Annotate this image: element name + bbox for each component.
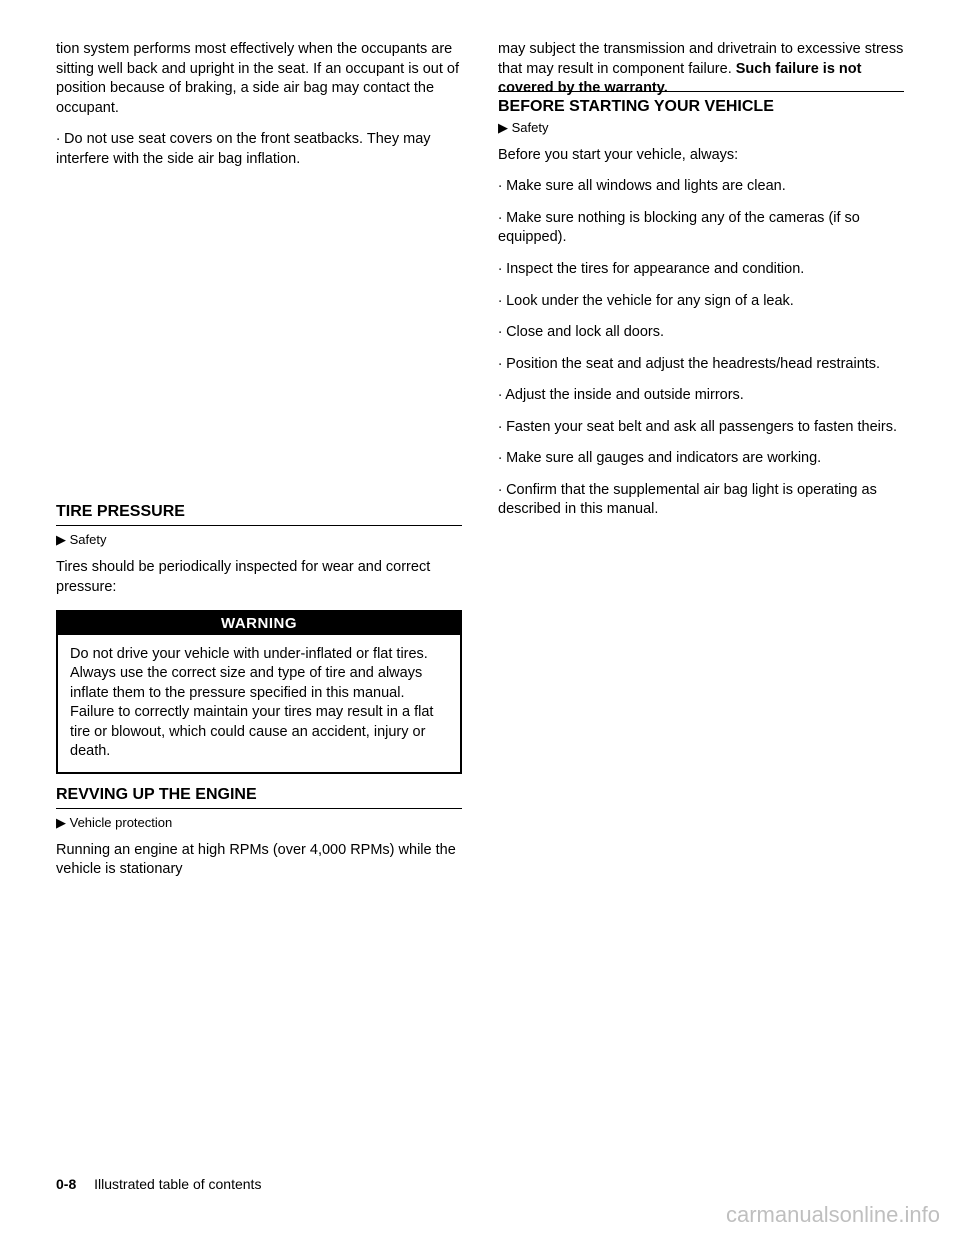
bullet-item: ∙ Close and lock all doors. [498,323,904,343]
para-continuation-1: tion system performs most effectively wh… [56,40,462,118]
watermark: carmanualsonline.info [726,1202,940,1228]
bullet-text: Position the seat and adjust the headres… [506,356,880,372]
bullet-text: Inspect the tires for appearance and con… [506,261,804,277]
bullet-text: Close and lock all doors. [506,324,664,340]
section-rule [56,808,462,809]
footer-section-title: Illustrated table of contents [94,1176,261,1192]
para-tire-intro: Tires should be periodically inspected f… [56,558,462,597]
bullet-text: Look under the vehicle for any sign of a… [506,293,794,309]
bullet-item: ∙ Adjust the inside and outside mirrors. [498,386,904,406]
bullet-item: ∙ Make sure nothing is blocking any of t… [498,209,904,248]
subheading-safety-1: ▶ Safety [56,532,462,548]
section-before-starting: BEFORE STARTING YOUR VEHICLE ▶ Safety Be… [498,111,904,532]
section-revving-engine: REVVING UP THE ENGINE ▶ Vehicle protecti… [56,786,462,892]
page-number: 0-8 [56,1176,76,1192]
bullet-item: ∙ Confirm that the supplemental air bag … [498,481,904,520]
bullet-item: ∙ Inspect the tires for appearance and c… [498,260,904,280]
section-tire-pressure: TIRE PRESSURE ▶ Safety Tires should be p… [56,503,462,786]
section-rule [56,525,462,526]
subheading-vehicle-protection: ▶ Vehicle protection [56,815,462,831]
para-before-intro: Before you start your vehicle, always: [498,146,904,166]
left-column: tion system performs most effectively wh… [56,40,462,892]
heading-tire-pressure: TIRE PRESSURE [56,503,462,521]
bullet-item: ∙ Look under the vehicle for any sign of… [498,292,904,312]
heading-before-starting: BEFORE STARTING YOUR VEHICLE [498,98,904,116]
bullet-item: ∙ Fasten your seat belt and ask all pass… [498,418,904,438]
para-revup-1: Running an engine at high RPMs (over 4,0… [56,841,462,880]
bullet-text: Confirm that the supplemental air bag li… [498,482,877,518]
bullet-item: ∙ Make sure all windows and lights are c… [498,177,904,197]
bullet-text: Adjust the inside and outside mirrors. [505,387,744,403]
para-bullet-covers: ∙ Do not use seat covers on the front se… [56,130,462,169]
right-column: may subject the transmission and drivetr… [498,40,904,892]
warning-box: WARNING Do not drive your vehicle with u… [56,610,462,774]
bullet-text: Make sure nothing is blocking any of the… [498,210,860,246]
bullet-text: Fasten your seat belt and ask all passen… [506,419,897,435]
section-rule [498,91,904,92]
warning-body: Do not drive your vehicle with under-inf… [58,635,460,772]
subheading-safety-2: ▶ Safety [498,120,904,136]
page-footer: 0-8 Illustrated table of contents [56,1176,261,1192]
bullet-item: ∙ Make sure all gauges and indicators ar… [498,449,904,469]
bullet-text: Make sure all gauges and indicators are … [506,450,821,466]
bullet-text: Make sure all windows and lights are cle… [506,178,786,194]
warning-header: WARNING [58,612,460,635]
heading-revving: REVVING UP THE ENGINE [56,786,462,804]
bullet-item: ∙ Position the seat and adjust the headr… [498,355,904,375]
page-content: tion system performs most effectively wh… [56,40,904,892]
